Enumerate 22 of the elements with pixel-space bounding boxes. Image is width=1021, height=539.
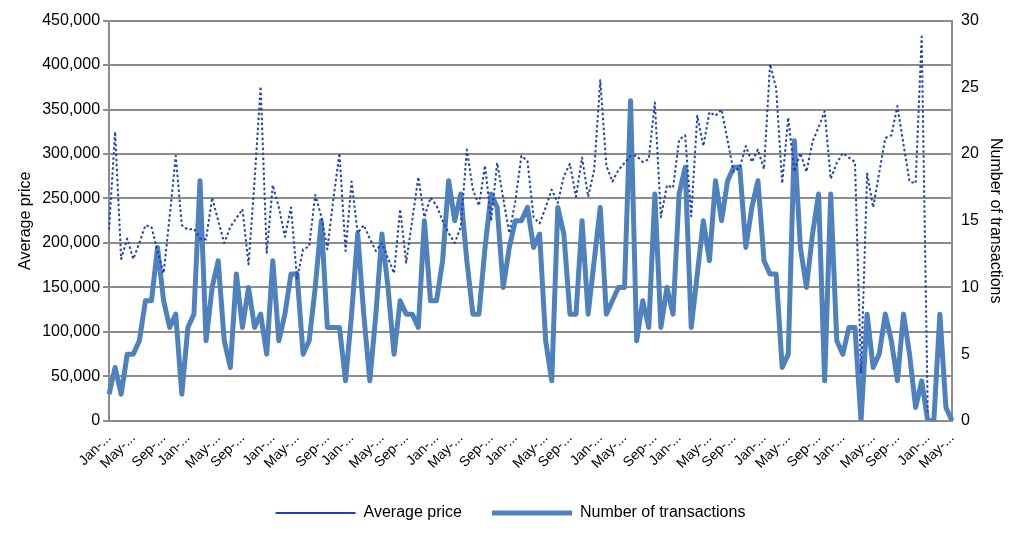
y2-axis-title: Number of transactions [987,138,1005,304]
y-tick-label: 100,000 [42,322,101,340]
y-tick-label: 400,000 [42,55,101,73]
y-tick-label: 150,000 [42,277,101,295]
y-axis-title: Average price [16,171,34,270]
legend-label: Average price [363,503,463,521]
y2-tick-label: 15 [961,211,979,229]
y2-tick-label: 10 [961,277,979,295]
y-tick-label: 450,000 [42,11,101,29]
y-tick-label: 350,000 [42,99,101,117]
line-series [108,35,929,413]
y2-tick-label: 30 [961,11,979,29]
y-tick-label: 0 [91,411,101,429]
legend-label: Number of transactions [580,503,746,521]
y2-tick-label: 25 [961,77,979,95]
y2-tick-label: 20 [961,144,979,162]
y-tick-label: 200,000 [42,233,101,251]
y2-tick-label: 5 [961,344,970,362]
y-tick-label: 250,000 [42,188,101,206]
y2-tick-label: 0 [961,411,970,429]
y-tick-label: 50,000 [51,366,101,384]
y-tick-label: 300,000 [42,144,101,162]
